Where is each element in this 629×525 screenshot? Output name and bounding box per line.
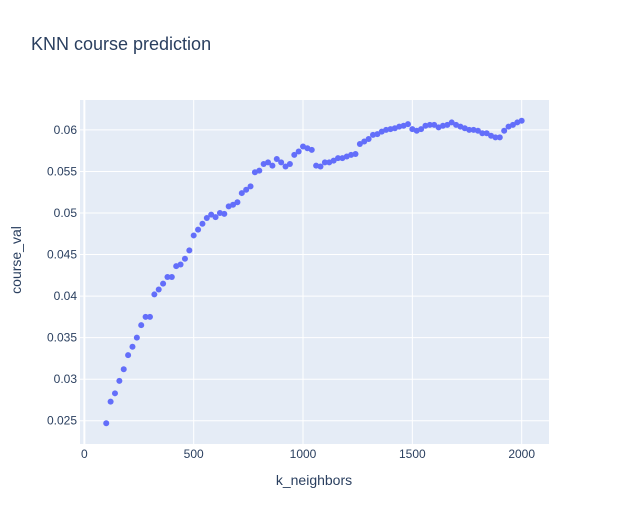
data-point[interactable] xyxy=(273,155,280,162)
data-point[interactable] xyxy=(509,121,516,128)
data-point[interactable] xyxy=(203,214,210,221)
y-tick-label: 0.035 xyxy=(47,331,77,345)
gridlines xyxy=(80,100,549,444)
data-point[interactable] xyxy=(317,163,324,170)
data-point[interactable] xyxy=(321,159,328,166)
plot-area xyxy=(80,100,549,444)
data-point[interactable] xyxy=(177,261,184,268)
data-point[interactable] xyxy=(496,134,503,141)
data-point[interactable] xyxy=(107,398,114,405)
y-tick-label: 0.055 xyxy=(47,164,77,178)
data-point[interactable] xyxy=(308,146,315,153)
data-point[interactable] xyxy=(221,210,228,217)
data-point[interactable] xyxy=(518,117,525,124)
data-point[interactable] xyxy=(356,141,363,148)
data-point[interactable] xyxy=(138,322,145,329)
data-point[interactable] xyxy=(103,420,110,427)
data-point[interactable] xyxy=(212,214,219,221)
y-tick-label: 0.05 xyxy=(54,206,78,220)
data-point[interactable] xyxy=(111,390,118,397)
y-tick-label: 0.04 xyxy=(54,289,78,303)
data-point[interactable] xyxy=(160,280,167,287)
data-point[interactable] xyxy=(418,126,425,133)
data-point[interactable] xyxy=(133,334,140,341)
data-point[interactable] xyxy=(374,131,381,138)
data-point[interactable] xyxy=(142,313,149,320)
data-point[interactable] xyxy=(492,134,499,141)
data-point[interactable] xyxy=(190,232,197,239)
data-point[interactable] xyxy=(195,226,202,233)
x-tick-label: 0 xyxy=(81,447,88,461)
data-point[interactable] xyxy=(479,130,486,137)
data-point[interactable] xyxy=(483,130,490,137)
y-tick-label: 0.025 xyxy=(47,414,77,428)
chart-title: KNN course prediction xyxy=(31,34,211,54)
data-point[interactable] xyxy=(243,186,250,193)
data-point[interactable] xyxy=(426,121,433,128)
data-point[interactable] xyxy=(295,148,302,155)
data-point[interactable] xyxy=(444,121,451,128)
data-point[interactable] xyxy=(125,352,132,359)
data-point[interactable] xyxy=(286,160,293,167)
data-point[interactable] xyxy=(361,138,368,145)
data-point[interactable] xyxy=(448,119,455,126)
data-point[interactable] xyxy=(208,211,215,218)
data-point[interactable] xyxy=(129,343,136,350)
data-point[interactable] xyxy=(365,136,372,143)
x-tick-label: 500 xyxy=(184,447,204,461)
data-point[interactable] xyxy=(404,121,411,128)
data-point[interactable] xyxy=(501,127,508,134)
data-point[interactable] xyxy=(291,151,298,158)
data-point[interactable] xyxy=(256,167,263,174)
y-tick-label: 0.03 xyxy=(54,372,78,386)
data-point[interactable] xyxy=(352,151,359,158)
data-point[interactable] xyxy=(164,273,171,280)
y-tick-label: 0.045 xyxy=(47,248,77,262)
y-tick-label: 0.06 xyxy=(54,123,78,137)
data-point[interactable] xyxy=(335,155,342,162)
data-point[interactable] xyxy=(230,201,237,208)
data-point[interactable] xyxy=(238,190,245,197)
x-tick-label: 2000 xyxy=(508,447,535,461)
data-point[interactable] xyxy=(186,247,193,254)
data-point[interactable] xyxy=(278,159,285,166)
data-point[interactable] xyxy=(146,313,153,320)
x-tick-label: 1500 xyxy=(399,447,426,461)
y-axis-label: course_val xyxy=(8,226,24,294)
data-point[interactable] xyxy=(265,159,272,166)
tick-labels: 0 500 1000 1500 2000 0.025 0.03 0.035 0.04 0.045 0… xyxy=(47,123,535,461)
data-point[interactable] xyxy=(120,366,127,373)
data-point[interactable] xyxy=(431,121,438,128)
data-point[interactable] xyxy=(168,273,175,280)
data-point[interactable] xyxy=(269,162,276,169)
data-point[interactable] xyxy=(234,199,241,206)
data-point[interactable] xyxy=(181,255,188,262)
data-point[interactable] xyxy=(155,286,162,293)
data-point[interactable] xyxy=(116,377,123,384)
data-point[interactable] xyxy=(199,220,206,227)
data-point[interactable] xyxy=(466,126,473,133)
data-points xyxy=(103,117,525,427)
data-point[interactable] xyxy=(474,127,481,134)
data-point[interactable] xyxy=(330,157,337,164)
x-axis-label: k_neighbors xyxy=(276,472,352,488)
data-point[interactable] xyxy=(282,163,289,170)
data-point[interactable] xyxy=(151,291,158,298)
data-point[interactable] xyxy=(247,183,254,190)
x-tick-label: 1000 xyxy=(290,447,317,461)
